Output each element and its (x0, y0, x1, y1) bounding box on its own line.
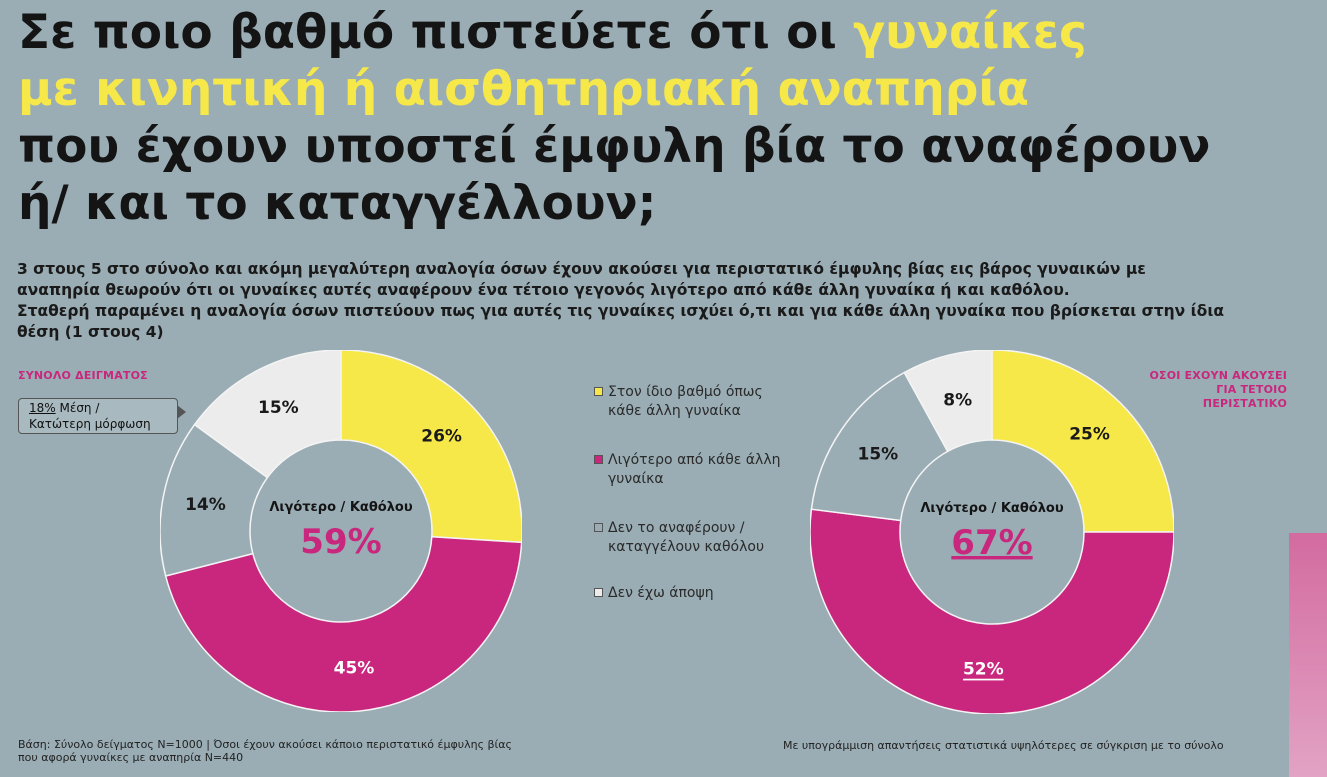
legend-label: Λιγότερο από κάθε άλλη (608, 452, 781, 468)
footer-base-note: Βάση: Σύνολο δείγματος N=1000 | Όσοι έχο… (18, 738, 512, 764)
donut-slice (164, 535, 522, 712)
legend-swatch (594, 387, 603, 396)
right-chart-label-line: ΓΙΑ ΤΕΤΟΙΟ ΠΕΡΙΣΤΑΤΙΚΟ (1202, 383, 1287, 410)
donut-chart-heard: 25% 52% 15% 8% Λιγότερο / Καθόλου 67% (810, 350, 1174, 714)
footer-line: που αφορά γυναίκες με αναπηρία N=440 (18, 751, 244, 764)
title-line-2: με κινητική ή αισθητηριακή αναπηρία (18, 62, 1029, 117)
center-caption: Λιγότερο / Καθόλου (920, 501, 1064, 516)
slice-label: 15% (858, 444, 899, 464)
right-chart-label: ΟΣΟΙ ΕΧΟΥΝ ΑΚΟΥΣΕΙ ΓΙΑ ΤΕΤΟΙΟ ΠΕΡΙΣΤΑΤΙΚ… (1132, 369, 1287, 411)
title-highlight: γυναίκες (853, 5, 1087, 60)
legend-item: Δεν έχω άποψη (594, 584, 714, 603)
left-chart-label: ΣΥΝΟΛΟ ΔΕΙΓΜΑΤΟΣ (18, 369, 148, 382)
footer-underline-note: Με υπογράμμιση απαντήσεις στατιστικά υψη… (783, 739, 1224, 752)
slice-label: 52% (963, 660, 1004, 680)
donut-slice (903, 350, 993, 453)
intro-line: αναπηρία θεωρούν ότι οι γυναίκες αυτές α… (17, 281, 1070, 299)
intro-line: θέση (1 στους 4) (17, 323, 164, 341)
callout-text: Κατώτερη μόρφωση (29, 417, 151, 431)
intro-line: Σταθερή παραμένει η αναλογία όσων πιστεύ… (17, 302, 1225, 320)
callout-text: Μέση / (55, 401, 100, 415)
donut-slice (810, 371, 949, 522)
slice-label: 8% (943, 390, 972, 410)
callout-value: 18% (29, 401, 56, 415)
intro-text: 3 στους 5 στο σύνολο και ακόμη μεγαλύτερ… (17, 259, 1317, 343)
donut-slice (810, 508, 1174, 714)
footer-line: Βάση: Σύνολο δείγματος N=1000 | Όσοι έχο… (18, 738, 512, 751)
title-line-3: που έχουν υποστεί έμφυλη βία το αναφέρου… (18, 119, 1211, 174)
title-line-1: Σε ποιο βαθμό πιστεύετε ότι οι γυναίκες (18, 4, 1298, 61)
legend-label: κάθε άλλη γυναίκα (608, 403, 741, 419)
page-title: Σε ποιο βαθμό πιστεύετε ότι οι γυναίκες … (18, 4, 1298, 232)
slice-label: 26% (421, 427, 462, 447)
decorative-stripe (1289, 533, 1327, 777)
slice-label: 14% (185, 495, 226, 515)
center-value: 67% (951, 523, 1032, 563)
legend-label: Δεν το αναφέρουν / (608, 520, 745, 536)
donut-slice (991, 350, 1174, 533)
title-line-4: ή/ και το καταγγέλλουν; (18, 176, 657, 231)
legend-item: Λιγότερο από κάθε άλλη γυναίκα (594, 451, 780, 489)
slice-label: 15% (258, 398, 299, 418)
legend-label: Στον ίδιο βαθμό όπως (608, 384, 763, 400)
legend-item: Στον ίδιο βαθμό όπως κάθε άλλη γυναίκα (594, 383, 763, 421)
legend-swatch (594, 523, 603, 532)
right-chart-label-line: ΟΣΟΙ ΕΧΟΥΝ ΑΚΟΥΣΕΙ (1149, 369, 1287, 382)
donut-slice (193, 350, 342, 479)
callout-box: 18% Μέση / Κατώτερη μόρφωση (18, 398, 186, 434)
intro-line: 3 στους 5 στο σύνολο και ακόμη μεγαλύτερ… (17, 260, 1146, 278)
center-caption: Λιγότερο / Καθόλου (269, 500, 413, 515)
donut-chart-total: 26% 45% 14% 15% Λιγότερο / Καθόλου 59% (160, 350, 522, 712)
legend-label: καταγγέλουν καθόλου (608, 539, 765, 555)
slice-label: 25% (1069, 424, 1110, 444)
legend-swatch (594, 588, 603, 597)
donut-slice (340, 350, 522, 544)
legend-label: γυναίκα (608, 471, 664, 487)
legend-label: Δεν έχω άποψη (608, 585, 714, 601)
slice-label: 45% (334, 658, 375, 678)
legend-item: Δεν το αναφέρουν / καταγγέλουν καθόλου (594, 519, 764, 557)
title-text: Σε ποιο βαθμό πιστεύετε ότι οι (18, 5, 854, 60)
legend-swatch (594, 455, 603, 464)
center-value: 59% (300, 522, 381, 562)
